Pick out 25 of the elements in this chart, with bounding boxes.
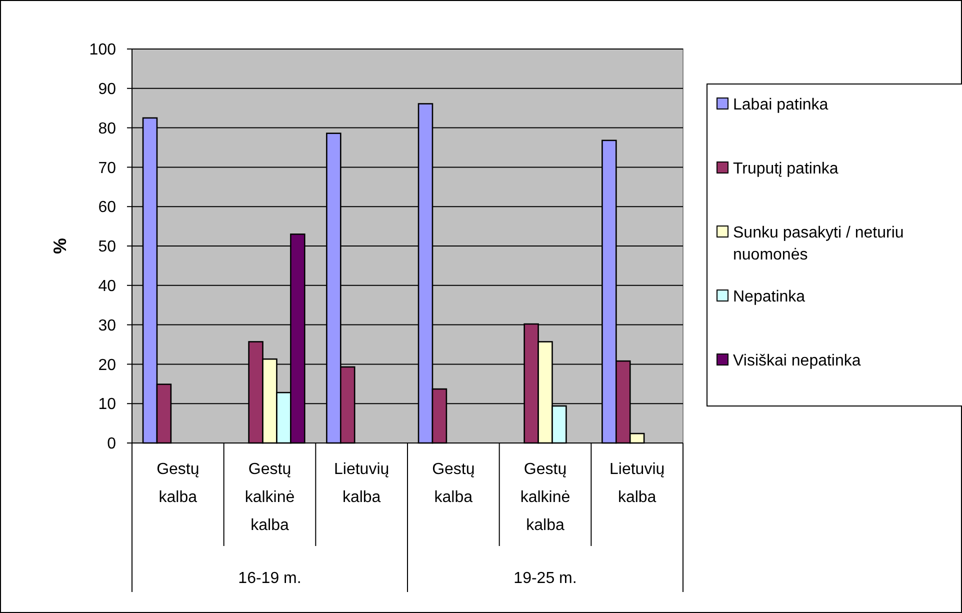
y-tick-label: 0 [107, 436, 116, 453]
legend-label: Visiškai nepatinka [733, 352, 861, 370]
text: 16-19 m. [238, 570, 302, 587]
y-tick-label: 40 [98, 278, 116, 295]
x-tick-label: Lietuvių kalba [610, 461, 665, 506]
text: 19-25 m. [514, 570, 577, 587]
x-tick-label: Gestų kalba [432, 461, 475, 506]
x-tick-label: Gestų kalkinė kalba [244, 461, 295, 534]
y-axis-title: % [50, 238, 70, 254]
y-tick-label: 50 [98, 238, 116, 256]
legend-label: Sunku pasakyti / neturiu nuomonės [733, 224, 904, 264]
y-tick-label: 90 [98, 81, 116, 98]
y-tick-label: 70 [98, 160, 116, 177]
y-tick-label: 10 [98, 396, 116, 414]
legend-label: Truputį patinka [733, 160, 838, 178]
legend-label: Nepatinka [733, 288, 806, 306]
y-tick-label: 80 [98, 120, 116, 138]
x-tick-label: Lietuvių kalba [334, 461, 390, 506]
x-tick-label: Gestų kalba [156, 461, 200, 506]
y-tick-label: 100 [89, 42, 116, 59]
legend-label: Labai patinka [733, 96, 828, 114]
y-tick-label: 60 [98, 199, 116, 216]
y-tick-label: 30 [98, 317, 116, 334]
x-tick-label: Gestų kalkinė kalba [520, 461, 570, 534]
y-tick-label: 20 [98, 356, 116, 374]
